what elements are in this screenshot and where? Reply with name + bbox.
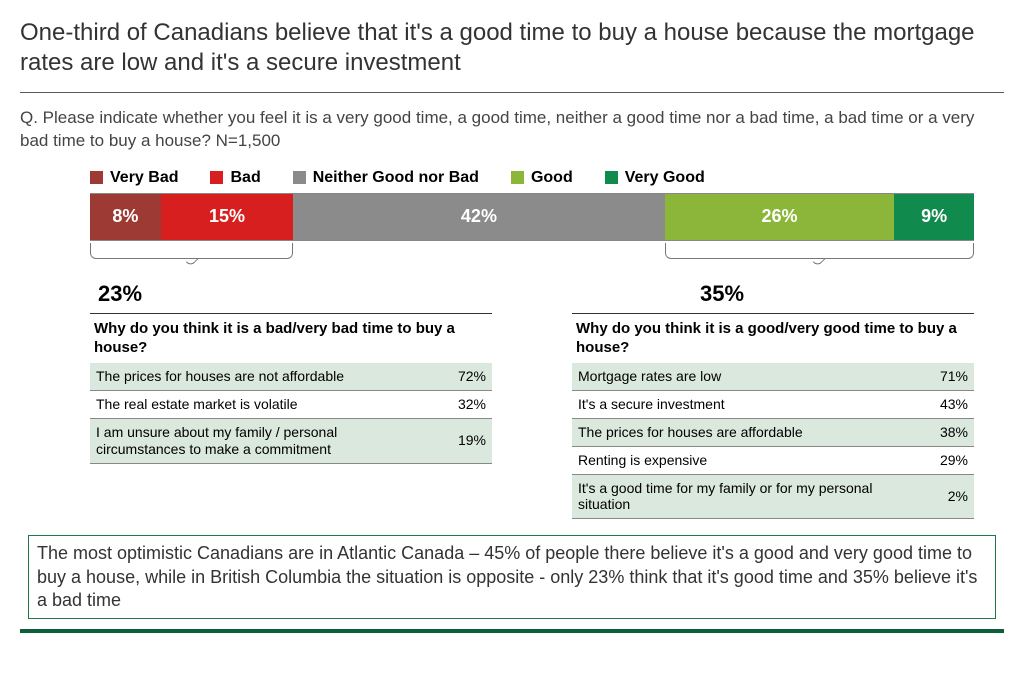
legend-swatch [210, 171, 223, 184]
reason-text: The real estate market is volatile [90, 391, 436, 419]
reason-text: I am unsure about my family / personal c… [90, 418, 436, 463]
reason-text: The prices for houses are affordable [572, 418, 918, 446]
legend-label: Very Bad [110, 169, 178, 187]
brace-right [665, 243, 974, 259]
left-why-question: Why do you think it is a bad/very bad ti… [90, 320, 492, 358]
reason-pct: 29% [918, 446, 974, 474]
bar-segment: 9% [894, 194, 974, 240]
left-reasons-table: The prices for houses are not affordable… [90, 363, 492, 463]
table-row: The prices for houses are not affordable… [90, 363, 492, 390]
table-row: It's a good time for my family or for my… [572, 474, 974, 519]
right-rule [572, 313, 974, 314]
reason-pct: 2% [918, 474, 974, 519]
table-row: The real estate market is volatile32% [90, 391, 492, 419]
legend-item: Very Bad [90, 169, 178, 187]
legend-label: Very Good [625, 169, 705, 187]
legend-item: Bad [210, 169, 260, 187]
left-total-pct: 23% [10, 281, 230, 307]
survey-question: Q. Please indicate whether you feel it i… [20, 107, 1004, 153]
chart-legend: Very Bad Bad Neither Good nor Bad Good Very … [90, 169, 1004, 187]
legend-swatch [511, 171, 524, 184]
bar-segment: 15% [161, 194, 294, 240]
reason-text: It's a good time for my family or for my… [572, 474, 918, 519]
right-column: 35% Why do you think it is a good/very g… [572, 281, 974, 519]
reason-pct: 72% [436, 363, 492, 390]
bar-segment: 26% [665, 194, 895, 240]
page-title: One-third of Canadians believe that it's… [20, 18, 1004, 78]
insight-callout: The most optimistic Canadians are in Atl… [28, 535, 996, 619]
legend-label: Bad [230, 169, 260, 187]
reason-text: Renting is expensive [572, 446, 918, 474]
reasons-columns: 23% Why do you think it is a bad/very ba… [20, 281, 1004, 519]
stacked-bar: 8%15%42%26%9% [90, 193, 974, 241]
reason-pct: 32% [436, 391, 492, 419]
title-divider [20, 92, 1004, 93]
reason-text: Mortgage rates are low [572, 363, 918, 390]
legend-swatch [293, 171, 306, 184]
reason-pct: 71% [918, 363, 974, 390]
bar-segment: 42% [293, 194, 664, 240]
legend-swatch [605, 171, 618, 184]
table-row: I am unsure about my family / personal c… [90, 418, 492, 463]
table-row: It's a secure investment43% [572, 391, 974, 419]
right-why-question: Why do you think it is a good/very good … [572, 320, 974, 358]
legend-item: Neither Good nor Bad [293, 169, 479, 187]
stacked-bar-chart: 8%15%42%26%9% [20, 193, 1004, 279]
table-row: Mortgage rates are low71% [572, 363, 974, 390]
table-row: Renting is expensive29% [572, 446, 974, 474]
right-reasons-table: Mortgage rates are low71%It's a secure i… [572, 363, 974, 519]
reason-text: It's a secure investment [572, 391, 918, 419]
legend-item: Very Good [605, 169, 705, 187]
grouping-brackets [90, 243, 974, 279]
left-column: 23% Why do you think it is a bad/very ba… [90, 281, 492, 519]
right-total-pct: 35% [612, 281, 832, 307]
table-row: The prices for houses are affordable38% [572, 418, 974, 446]
reason-pct: 19% [436, 418, 492, 463]
reason-pct: 38% [918, 418, 974, 446]
footer-accent-bar [20, 629, 1004, 633]
legend-label: Good [531, 169, 573, 187]
bar-segment: 8% [90, 194, 161, 240]
brace-left [90, 243, 293, 259]
legend-swatch [90, 171, 103, 184]
reason-text: The prices for houses are not affordable [90, 363, 436, 390]
legend-item: Good [511, 169, 573, 187]
reason-pct: 43% [918, 391, 974, 419]
left-rule [90, 313, 492, 314]
legend-label: Neither Good nor Bad [313, 169, 479, 187]
